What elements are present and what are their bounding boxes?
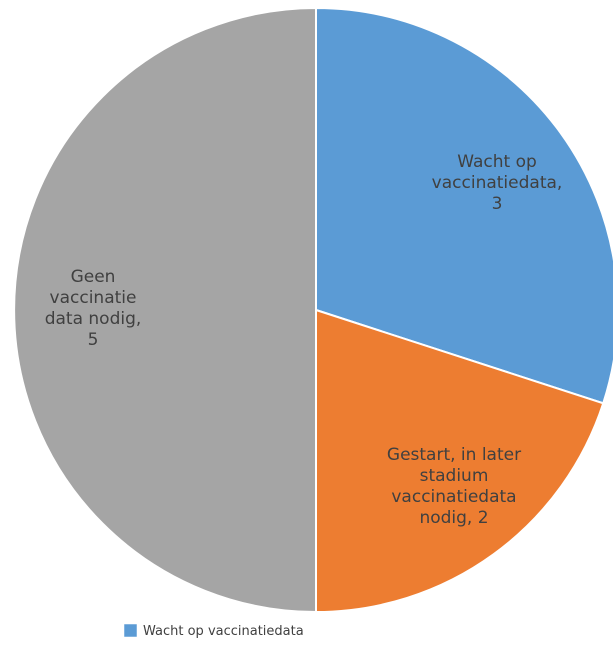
- pie-slice-1: [315, 6, 613, 405]
- pie-slice-label-line: vaccinatiedata: [391, 487, 516, 507]
- legend-label-wacht-op-vaccinatiedata: Wacht op vaccinatiedata: [143, 624, 304, 639]
- pie-slices: [13, 6, 613, 614]
- pie-slice-label-line: Gestart, in later: [387, 445, 521, 465]
- legend-swatch-wacht-op-vaccinatiedata: [123, 623, 138, 638]
- pie-slice-label-line: vaccinatie: [50, 288, 137, 308]
- pie-slice-label-2: Gestart, in later stadium vaccinatiedata no…: [387, 445, 521, 528]
- pie-slice-label-line: stadium: [420, 466, 489, 486]
- pie-slice-label-line: 5: [88, 330, 99, 350]
- pie-slice-label-line: 3: [492, 194, 503, 214]
- pie-slice-label-1: Wacht op vaccinatiedata, 3: [432, 152, 563, 214]
- pie-slice-label-line: vaccinatiedata,: [432, 173, 563, 193]
- pie-slice-label-line: data nodig,: [45, 309, 142, 329]
- pie-slice-label-line: nodig, 2: [419, 508, 488, 528]
- pie-data-labels: Wacht op vaccinatiedata, 3 Gestart, in late…: [45, 152, 563, 528]
- pie-slice-label-line: Wacht op: [457, 152, 537, 172]
- pie-slice-3: [13, 6, 317, 614]
- chart-legend: Wacht op vaccinatiedata: [123, 623, 304, 639]
- pie-slice-label-line: Geen: [71, 267, 116, 287]
- pie-slice-2: [315, 308, 605, 614]
- pie-slice-label-3: Geen vaccinatie data nodig, 5: [45, 267, 142, 350]
